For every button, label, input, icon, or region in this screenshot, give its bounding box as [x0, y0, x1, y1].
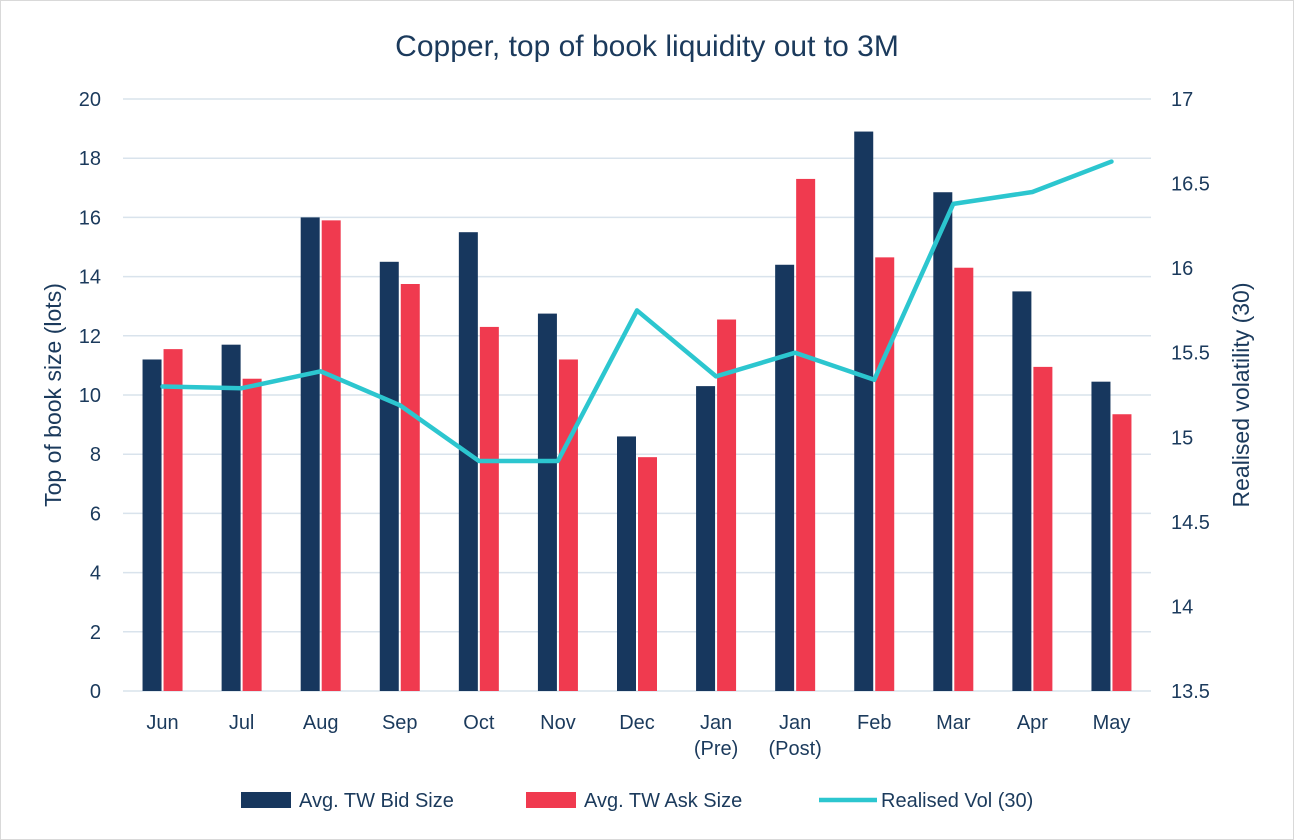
legend-label: Avg. TW Ask Size	[584, 790, 742, 812]
right-axis-tick-label: 15	[1171, 427, 1193, 449]
left-axis-tick-label: 18	[79, 148, 101, 170]
bid-size-bar	[933, 192, 953, 692]
right-axis-tick-label: 14.5	[1171, 512, 1210, 534]
left-axis-tick-label: 16	[79, 207, 101, 229]
legend-swatch	[241, 792, 291, 808]
legend-label: Avg. TW Bid Size	[299, 790, 454, 812]
right-axis-tick-label: 15.5	[1171, 343, 1210, 365]
x-axis-tick-label: Dec	[619, 712, 655, 734]
ask-size-bar	[954, 267, 974, 691]
bid-size-bar	[379, 261, 399, 691]
right-axis-tick-label: 16.5	[1171, 174, 1210, 196]
left-axis-tick-label: 0	[90, 681, 101, 703]
left-axis-tick-label: 4	[90, 563, 101, 585]
chart-title: Copper, top of book liquidity out to 3M	[395, 30, 899, 63]
left-axis-title: Top of book size (lots)	[40, 283, 66, 507]
left-axis-tick-label: 20	[79, 89, 101, 111]
bid-size-bar	[696, 386, 716, 691]
volatility-line-layer	[160, 159, 1114, 464]
x-axis-ticks: Jun Jul Aug Sep Oct Nov Dec Jan (Pre) Jan (Post) Fe…	[146, 712, 1130, 760]
right-axis-title: Realised volatility (30)	[1228, 283, 1254, 508]
left-axis-tick-label: 14	[79, 267, 101, 289]
legend-swatch	[526, 792, 576, 808]
bid-size-bar	[142, 359, 162, 691]
x-axis-tick-label: Jul	[229, 712, 255, 734]
bid-size-bar	[300, 217, 320, 691]
bid-size-bar	[1091, 381, 1111, 691]
x-axis-tick-label: Nov	[540, 712, 576, 734]
x-axis-tick-label: Oct	[463, 712, 495, 734]
ask-size-bar	[242, 378, 262, 691]
bid-size-bar	[537, 313, 557, 691]
legend: Avg. TW Bid Size Avg. TW Ask Size Realised…	[241, 790, 1033, 812]
right-axis-tick-label: 17	[1171, 89, 1193, 111]
bid-size-bar	[775, 264, 795, 691]
x-axis-tick-label: Jun	[146, 712, 178, 734]
ask-size-bar	[321, 220, 341, 692]
x-axis-tick-label: Jan (Post)	[768, 712, 821, 760]
left-axis-tick-label: 6	[90, 503, 101, 525]
right-axis-ticks: 13.5 14 14.5 15 15.5 16 16.5 17	[1171, 89, 1210, 703]
ask-size-bar	[400, 284, 420, 691]
left-axis-tick-label: 10	[79, 385, 101, 407]
ask-size-bar	[796, 178, 816, 692]
ask-size-bar	[163, 349, 183, 691]
bid-size-bar	[221, 344, 241, 691]
left-axis-tick-label: 8	[90, 444, 101, 466]
ask-size-bar	[479, 326, 499, 691]
left-axis-tick-label: 12	[79, 326, 101, 348]
ask-size-bar	[1033, 366, 1053, 691]
bars	[142, 131, 1132, 692]
right-axis-tick-label: 16	[1171, 258, 1193, 280]
x-axis-tick-label: Sep	[382, 712, 418, 734]
x-axis-tick-label: May	[1093, 712, 1131, 734]
ask-size-bar	[875, 257, 895, 691]
gridlines	[123, 98, 1151, 692]
bid-size-bar	[458, 232, 478, 691]
ask-size-bar	[1112, 414, 1132, 691]
x-axis-tick-label: Jan (Pre)	[694, 712, 738, 760]
bid-size-bar	[1012, 291, 1032, 691]
right-axis-tick-label: 14	[1171, 596, 1193, 618]
left-axis-tick-label: 2	[90, 622, 101, 644]
bid-size-bar	[854, 131, 874, 691]
ask-size-bar	[558, 359, 578, 691]
ask-size-bar	[717, 319, 737, 691]
right-axis-tick-label: 13.5	[1171, 681, 1210, 703]
x-axis-tick-label: Apr	[1017, 712, 1048, 734]
x-axis-tick-label: Feb	[857, 712, 891, 734]
x-axis-tick-label: Aug	[303, 712, 339, 734]
x-axis-tick-label: Mar	[936, 712, 971, 734]
ask-size-bar	[638, 457, 657, 691]
legend-label: Realised Vol (30)	[881, 790, 1033, 812]
realised-vol-line	[160, 159, 1114, 464]
bid-size-bar	[617, 436, 636, 691]
left-axis-ticks: 0 2 4 6 8 10 12 14 16 18 20	[79, 89, 101, 703]
